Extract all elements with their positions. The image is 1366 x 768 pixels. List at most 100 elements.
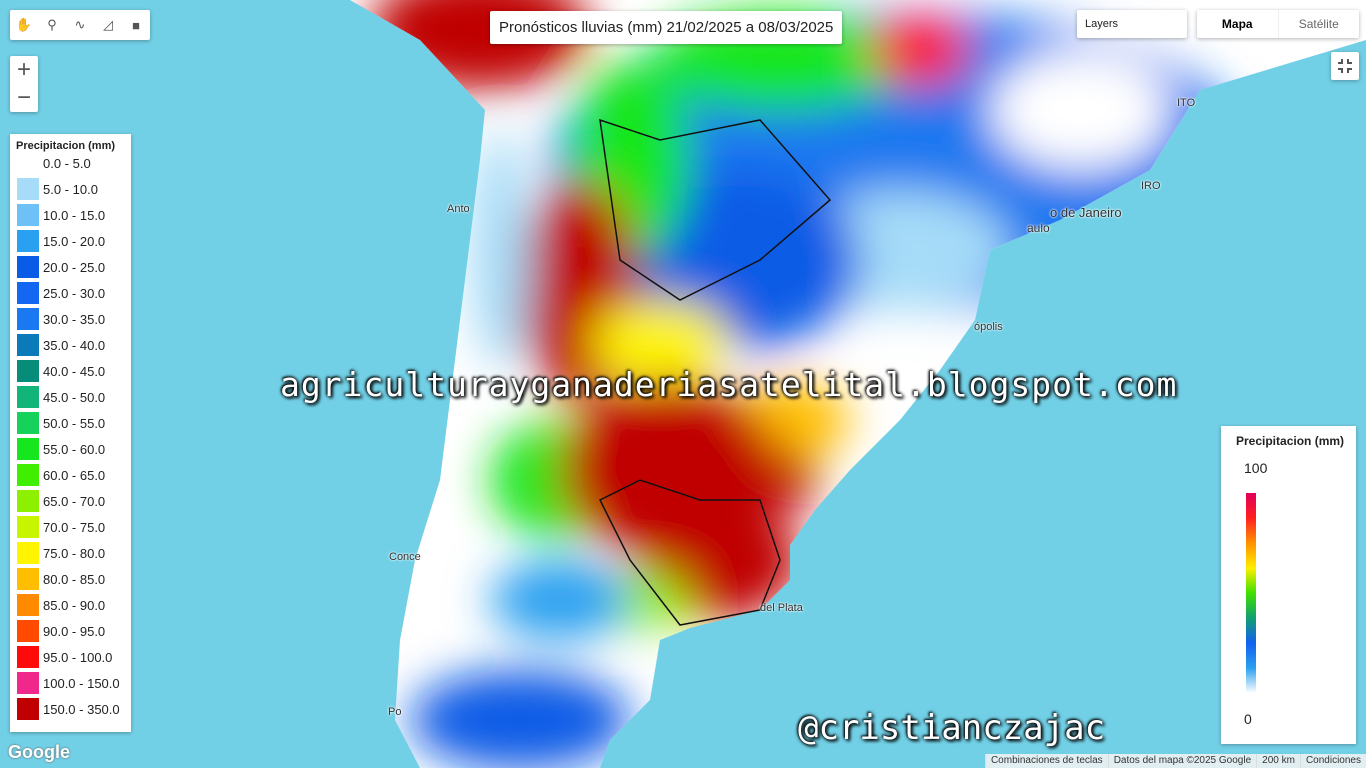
legend-label: 0.0 - 5.0 bbox=[43, 155, 91, 171]
legend-row: 15.0 - 20.0 bbox=[17, 230, 105, 252]
place-label: Anto bbox=[447, 203, 470, 215]
legend-swatch bbox=[17, 282, 39, 304]
legend-swatch bbox=[17, 204, 39, 226]
drawing-toolbar: ✋ ⚲ ∿ ◿ ■ bbox=[10, 10, 150, 40]
map-type-option[interactable]: Mapa bbox=[1197, 10, 1279, 38]
legend-row: 30.0 - 35.0 bbox=[17, 308, 105, 330]
zoom-out[interactable]: − bbox=[16, 84, 31, 111]
colorbar-gradient bbox=[1246, 493, 1256, 693]
legend-label: 85.0 - 90.0 bbox=[43, 597, 106, 613]
map-type-option[interactable]: Satélite bbox=[1298, 17, 1339, 31]
fullscreen-button[interactable] bbox=[1331, 52, 1359, 80]
legend-row: 35.0 - 40.0 bbox=[17, 334, 105, 356]
legend-swatch bbox=[17, 308, 39, 330]
rectangle-tool[interactable]: ■ bbox=[132, 17, 140, 33]
legend-row: 55.0 - 60.0 bbox=[17, 438, 105, 460]
legend-swatch bbox=[17, 568, 39, 590]
legend-label: 40.0 - 45.0 bbox=[43, 363, 106, 379]
legend-row: 75.0 - 80.0 bbox=[17, 542, 105, 564]
legend-label: 100.0 - 150.0 bbox=[43, 675, 120, 691]
place-label: o de Janeiro bbox=[1050, 205, 1122, 220]
legend-row: 85.0 - 90.0 bbox=[17, 594, 105, 616]
legend-swatch bbox=[17, 178, 39, 200]
legend-swatch bbox=[17, 334, 39, 356]
scale: 200 km bbox=[1256, 754, 1300, 768]
legend-label: 50.0 - 55.0 bbox=[43, 415, 106, 431]
pan-tool[interactable]: ✋ bbox=[15, 17, 33, 32]
colorbar-title: Precipitacion (mm) bbox=[1236, 434, 1345, 448]
watermark: @cristianczajac bbox=[798, 708, 1106, 748]
legend-label: 5.0 - 10.0 bbox=[43, 181, 98, 197]
legend-label: 30.0 - 35.0 bbox=[43, 311, 106, 327]
map-footer: Combinaciones de teclas Datos del mapa ©… bbox=[984, 754, 1366, 768]
legend-swatch bbox=[17, 516, 39, 538]
legend-label: 15.0 - 20.0 bbox=[43, 233, 106, 249]
legend-row: 20.0 - 25.0 bbox=[17, 256, 105, 278]
legend-swatch bbox=[17, 256, 39, 278]
place-label: del Plata bbox=[760, 602, 803, 614]
legend-swatch bbox=[17, 230, 39, 252]
zoom-control: + − bbox=[10, 56, 38, 112]
legend-row: 100.0 - 150.0 bbox=[17, 672, 120, 694]
legend-swatch bbox=[17, 360, 39, 382]
legend-row: 50.0 - 55.0 bbox=[17, 412, 105, 434]
polygon-tool[interactable]: ◿ bbox=[103, 17, 113, 32]
marker-tool[interactable]: ⚲ bbox=[47, 17, 57, 32]
legend-row: 5.0 - 10.0 bbox=[17, 178, 98, 200]
place-label: ITO bbox=[1177, 97, 1196, 109]
legend-label: 10.0 - 15.0 bbox=[43, 207, 106, 223]
legend-swatch bbox=[17, 412, 39, 434]
legend-row: 150.0 - 350.0 bbox=[17, 698, 120, 720]
map-data: Datos del mapa ©2025 Google bbox=[1107, 754, 1256, 768]
legend-row: 70.0 - 75.0 bbox=[17, 516, 105, 538]
legend-swatch bbox=[17, 698, 39, 720]
legend-row: 25.0 - 30.0 bbox=[17, 282, 105, 304]
legend-swatch bbox=[17, 646, 39, 668]
place-label: IRO bbox=[1141, 180, 1161, 192]
legend-label: 65.0 - 70.0 bbox=[43, 493, 106, 509]
legend-label: 95.0 - 100.0 bbox=[43, 649, 113, 665]
legend-row: 45.0 - 50.0 bbox=[17, 386, 105, 408]
legend-swatch bbox=[17, 594, 39, 616]
map-title: Pronósticos lluvias (mm) 21/02/2025 a 08… bbox=[490, 11, 843, 44]
legend-label: 45.0 - 50.0 bbox=[43, 389, 106, 405]
fullscreen-icon bbox=[1338, 59, 1352, 73]
legend-label: 20.0 - 25.0 bbox=[43, 259, 106, 275]
watermark: agriculturayganaderiasatelital.blogspot.… bbox=[280, 365, 1178, 404]
legend-swatch bbox=[17, 620, 39, 642]
legend-row: 65.0 - 70.0 bbox=[17, 490, 105, 512]
colorbar-panel: Precipitacion (mm) 100 0 bbox=[1221, 426, 1356, 744]
line-tool[interactable]: ∿ bbox=[74, 17, 86, 32]
legend-label: 60.0 - 65.0 bbox=[43, 467, 106, 483]
legend-label: 150.0 - 350.0 bbox=[43, 701, 120, 717]
legend-row: 40.0 - 45.0 bbox=[17, 360, 105, 382]
legend-label: 75.0 - 80.0 bbox=[43, 545, 106, 561]
legend-label: 25.0 - 30.0 bbox=[43, 285, 106, 301]
layers-button[interactable]: Layers bbox=[1077, 10, 1187, 38]
legend-row: 95.0 - 100.0 bbox=[17, 646, 112, 668]
keyboard-shortcuts[interactable]: Combinaciones de teclas bbox=[984, 754, 1108, 768]
place-label: ópolis bbox=[974, 321, 1003, 333]
legend-swatch bbox=[17, 490, 39, 512]
legend-row: 0.0 - 5.0 bbox=[43, 152, 91, 174]
zoom-in[interactable]: + bbox=[16, 56, 31, 83]
legend-row: 80.0 - 85.0 bbox=[17, 568, 105, 590]
legend-swatch bbox=[17, 464, 39, 486]
legend-label: 35.0 - 40.0 bbox=[43, 337, 106, 353]
legend-label: 70.0 - 75.0 bbox=[43, 519, 106, 535]
legend: Precipitacion (mm) 0.0 - 5.0 5.0 - 10.0 10… bbox=[10, 134, 131, 732]
colorbar-max: 100 bbox=[1244, 460, 1268, 476]
colorbar-min: 0 bbox=[1244, 711, 1252, 727]
place-label: aulo bbox=[1027, 221, 1050, 235]
place-label: Conce bbox=[389, 551, 421, 563]
legend-row: 90.0 - 95.0 bbox=[17, 620, 105, 642]
terms[interactable]: Condiciones bbox=[1299, 754, 1366, 768]
google-logo: Google bbox=[8, 742, 70, 762]
legend-title: Precipitacion (mm) bbox=[16, 140, 116, 152]
legend-row: 60.0 - 65.0 bbox=[17, 464, 105, 486]
legend-label: 55.0 - 60.0 bbox=[43, 441, 106, 457]
legend-label: 90.0 - 95.0 bbox=[43, 623, 106, 639]
map-type-control: Mapa Satélite bbox=[1197, 10, 1359, 38]
